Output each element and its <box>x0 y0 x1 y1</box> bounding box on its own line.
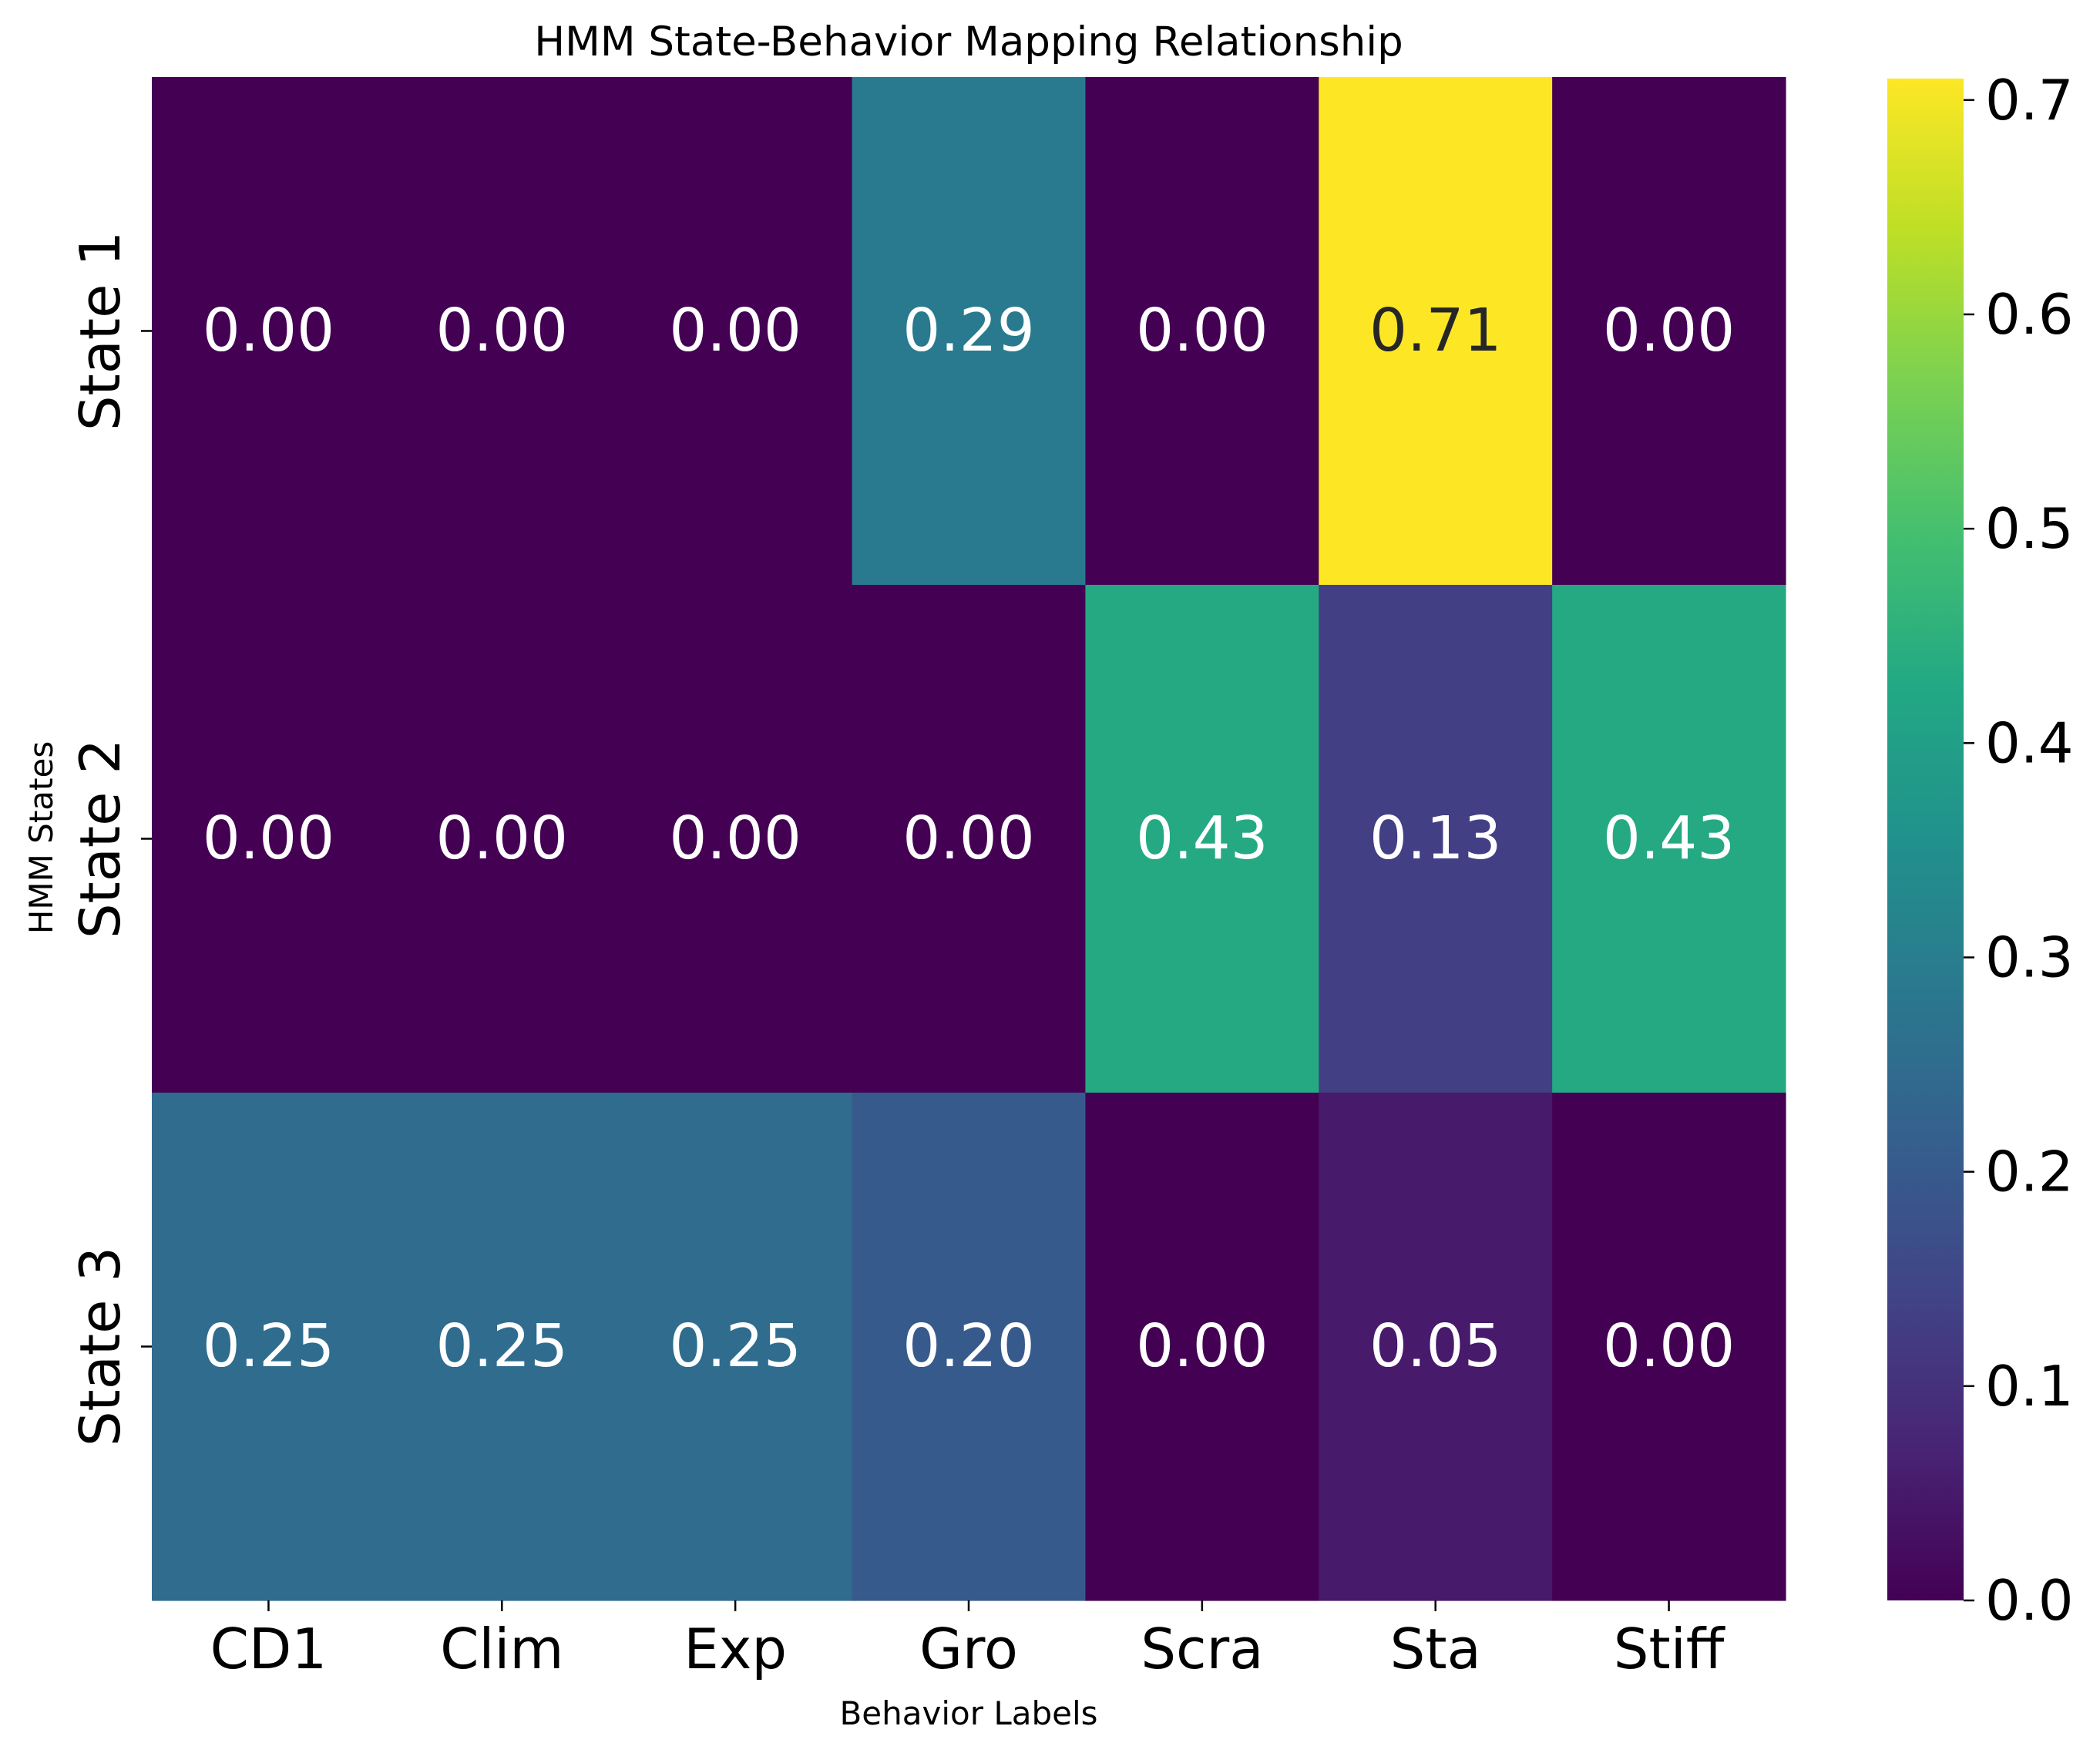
heatmap-cell <box>1552 77 1786 586</box>
colorbar-tick-label: 0.5 <box>1985 496 2074 561</box>
colorbar-tick-label: 0.3 <box>1985 925 2074 989</box>
heatmap-cell <box>152 585 386 1093</box>
colorbar-tick-label: 0.1 <box>1985 1354 2074 1419</box>
colorbar-tick-label: 0.0 <box>1985 1568 2074 1633</box>
y-axis-label: HMM States <box>22 741 60 934</box>
heatmap-cell <box>1085 77 1319 586</box>
colorbar-tick-label: 0.7 <box>1985 68 2074 133</box>
x-tick-label: CD1 <box>210 1617 328 1681</box>
heatmap-cell <box>618 1093 853 1601</box>
heatmap-cell <box>852 585 1087 1093</box>
cell-value-label: 0.00 <box>902 804 1034 873</box>
y-tick-label: State 2 <box>68 739 133 939</box>
cell-value-label: 0.13 <box>1369 804 1501 873</box>
colorbar-gradient <box>1887 79 1964 1600</box>
x-tick-label: Sta <box>1390 1617 1481 1681</box>
heatmap-cell <box>1085 1093 1319 1601</box>
cell-value-label: 0.00 <box>436 297 568 365</box>
heatmap-cells <box>152 77 1786 1601</box>
cell-value-label: 0.00 <box>669 804 801 873</box>
x-tick-label: Exp <box>684 1617 787 1681</box>
heatmap-cell <box>852 1093 1087 1601</box>
heatmap-cell <box>385 77 620 586</box>
cell-value-label: 0.43 <box>1603 804 1735 873</box>
heatmap-cell <box>852 77 1087 586</box>
heatmap-cell <box>1319 1093 1553 1601</box>
x-axis-label: Behavior Labels <box>839 1694 1097 1732</box>
colorbar-tick-label: 0.6 <box>1985 282 2074 347</box>
cell-value-label: 0.00 <box>1603 297 1735 365</box>
cell-value-label: 0.00 <box>436 804 568 873</box>
cell-value-label: 0.05 <box>1369 1312 1501 1381</box>
heatmap-cell <box>152 77 386 586</box>
heatmap-cell <box>152 1093 386 1601</box>
cell-value-label: 0.43 <box>1136 804 1268 873</box>
x-tick-label: Clim <box>440 1617 563 1681</box>
cell-value-label: 0.00 <box>1136 297 1268 365</box>
heatmap-cell <box>1552 1093 1786 1601</box>
colorbar-ticks: 0.0 0.1 0.2 0.3 0.4 0.5 0.6 0.7 <box>1964 68 2074 1633</box>
cell-value-label: 0.25 <box>669 1312 801 1381</box>
heatmap-cell <box>618 585 853 1093</box>
heatmap-cell <box>1319 585 1553 1093</box>
cell-value-label: 0.00 <box>203 297 334 365</box>
heatmap-cell <box>1319 77 1553 586</box>
cell-value-label: 0.25 <box>203 1312 334 1381</box>
y-axis-ticks: State 1 State 2 State 3 <box>68 231 152 1446</box>
x-tick-label: Stiff <box>1614 1617 1725 1681</box>
cell-value-label: 0.29 <box>902 297 1034 365</box>
heatmap-cell <box>1085 585 1319 1093</box>
heatmap-cell <box>1552 585 1786 1093</box>
x-tick-label: Gro <box>919 1617 1018 1681</box>
heatmap-cell <box>385 585 620 1093</box>
heatmap-cell-labels: 0.00 0.00 0.00 0.29 0.00 0.71 0.00 0.00 0.00 0.00… <box>203 297 1735 1381</box>
cell-value-label: 0.00 <box>669 297 801 365</box>
cell-value-label: 0.71 <box>1369 297 1501 365</box>
x-tick-label: Scra <box>1141 1617 1263 1681</box>
x-axis-ticks: CD1 Clim Exp Gro Scra Sta Stiff <box>210 1600 1725 1681</box>
chart-title: HMM State-Behavior Mapping Relationship <box>534 18 1403 65</box>
cell-value-label: 0.00 <box>203 804 334 873</box>
cell-value-label: 0.20 <box>902 1312 1034 1381</box>
heatmap-cell <box>385 1093 620 1601</box>
cell-value-label: 0.00 <box>1136 1312 1268 1381</box>
cell-value-label: 0.25 <box>436 1312 568 1381</box>
colorbar-tick-label: 0.4 <box>1985 710 2074 775</box>
colorbar: 0.0 0.1 0.2 0.3 0.4 0.5 0.6 0.7 <box>1887 68 2074 1633</box>
y-tick-label: State 1 <box>68 231 133 431</box>
y-tick-label: State 3 <box>68 1247 133 1446</box>
colorbar-tick-label: 0.2 <box>1985 1140 2074 1204</box>
cell-value-label: 0.00 <box>1603 1312 1735 1381</box>
heatmap-cell <box>618 77 853 586</box>
